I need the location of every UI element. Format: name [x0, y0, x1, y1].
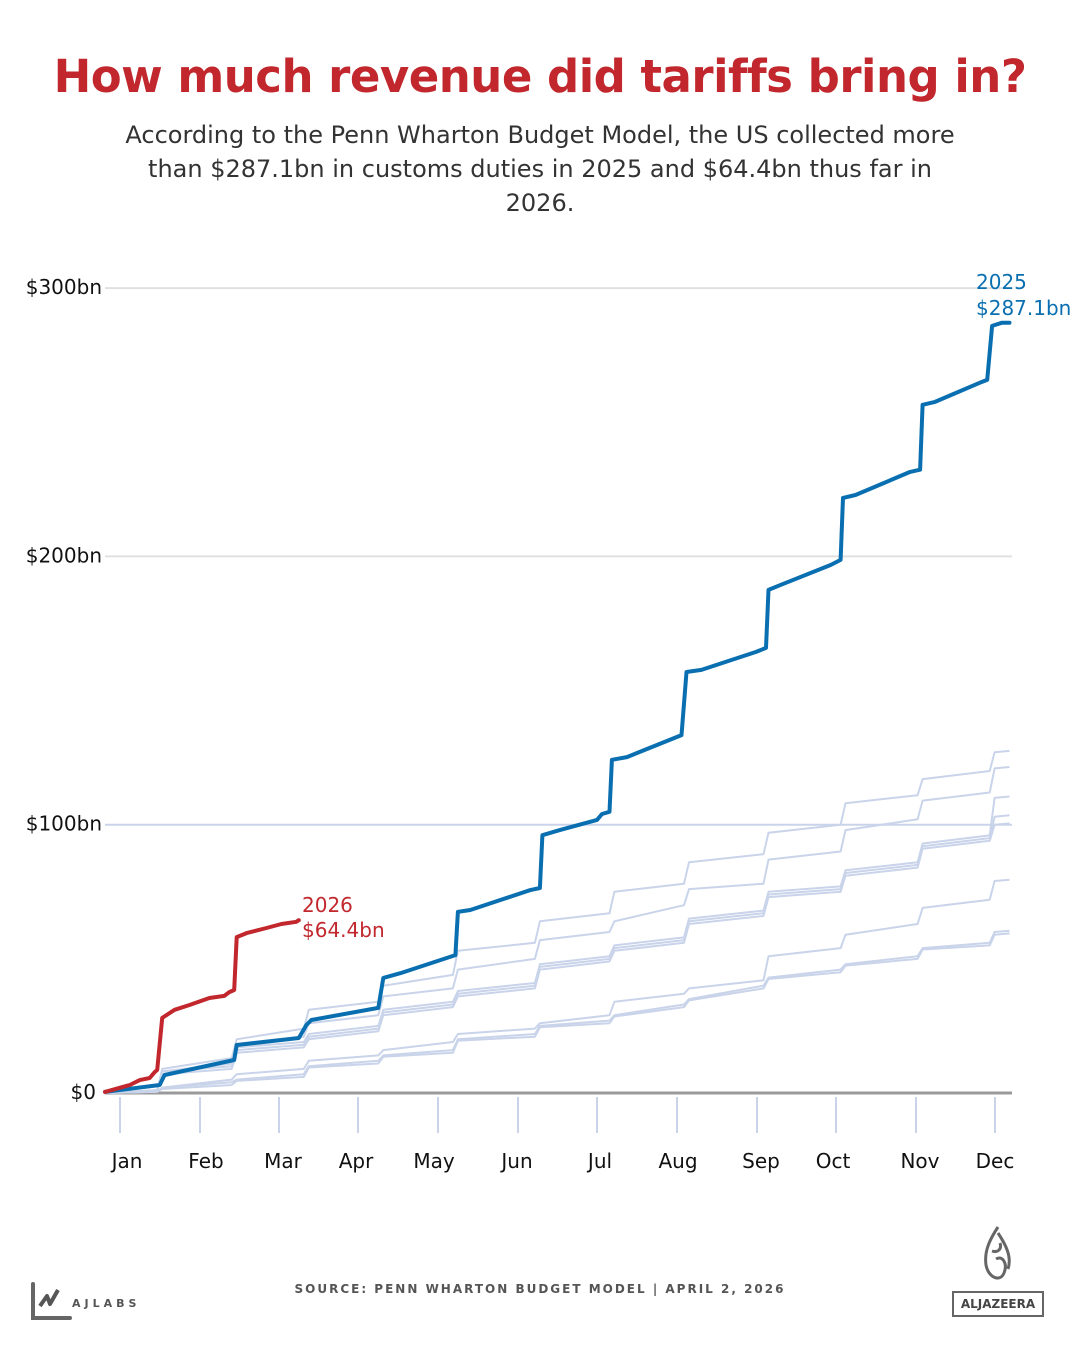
other-year-line-5 — [104, 822, 1010, 1094]
y-tick-label: $200bn — [26, 543, 102, 567]
x-tick-label-may: May — [413, 1149, 455, 1173]
series-line-2025 — [103, 320, 1012, 1094]
x-tick-label-nov: Nov — [900, 1149, 939, 1173]
other-year-line-3 — [104, 795, 1010, 1094]
x-tick-label-oct: Oct — [816, 1149, 851, 1173]
label-2026-year: 2026 — [302, 893, 353, 917]
x-tick-label-feb: Feb — [188, 1149, 223, 1173]
x-tick-label-sep: Sep — [742, 1149, 780, 1173]
y-tick-label: $100bn — [26, 812, 102, 836]
x-tick-label-apr: Apr — [339, 1149, 374, 1173]
aljazeera-logo: ALJAZEERA — [952, 1225, 1048, 1320]
chart-subtitle: According to the Penn Wharton Budget Mod… — [125, 121, 955, 217]
other-year-line-4 — [104, 814, 1010, 1094]
other-year-line-8 — [104, 932, 1010, 1094]
x-tick-label-dec: Dec — [976, 1149, 1015, 1173]
label-2025-year: 2025 — [976, 270, 1027, 294]
source-note: SOURCE: PENN WHARTON BUDGET MODEL | APRI… — [294, 1282, 786, 1296]
series-line-2026 — [103, 918, 301, 1094]
label-2026-value: $64.4bn — [302, 918, 385, 942]
y-tick-label: $0 — [71, 1080, 96, 1104]
x-tick-label-jun: Jun — [499, 1149, 532, 1173]
label-2025-value: $287.1bn — [976, 296, 1071, 320]
chart-title: How much revenue did tariffs bring in? — [53, 50, 1027, 103]
x-tick-label-mar: Mar — [264, 1149, 303, 1173]
aljazeera-wordmark: ALJAZEERA — [952, 1291, 1044, 1317]
ajlabs-chart-icon — [31, 1282, 72, 1320]
ajlabs-wordmark: AJLABS — [72, 1297, 141, 1310]
x-tick-label-jan: Jan — [110, 1149, 143, 1173]
ajlabs-logo: AJLABS — [30, 1282, 160, 1322]
aljazeera-calligraphy-icon — [984, 1226, 1011, 1280]
other-year-line-6 — [104, 878, 1010, 1094]
other-year-line-1 — [104, 749, 1010, 1094]
x-tick-label-jul: Jul — [586, 1149, 612, 1173]
other-year-line-7 — [104, 929, 1010, 1094]
y-tick-label: $300bn — [26, 275, 102, 299]
x-tick-label-aug: Aug — [658, 1149, 697, 1173]
